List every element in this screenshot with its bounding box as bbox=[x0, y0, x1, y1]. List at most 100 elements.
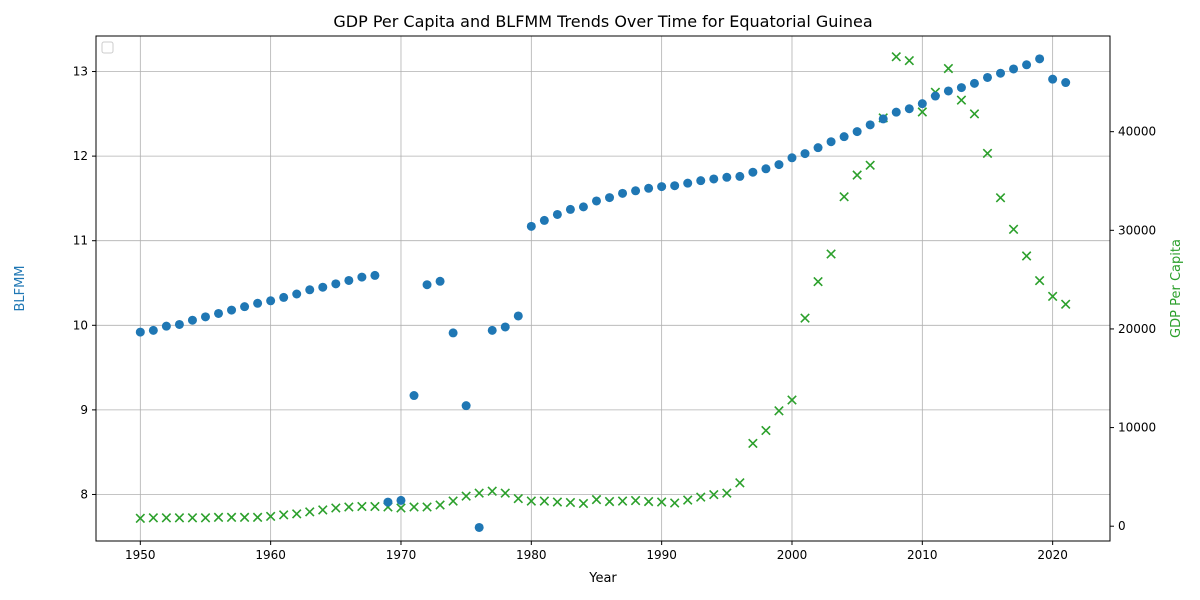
x-tick-label: 2020 bbox=[1037, 548, 1068, 562]
x-axis-label: Year bbox=[588, 571, 617, 586]
blfmm-point bbox=[305, 285, 315, 295]
gdp-point bbox=[865, 160, 875, 170]
blfmm-point bbox=[253, 298, 263, 308]
plot-area-frame bbox=[95, 35, 1111, 542]
blfmm-point bbox=[318, 282, 328, 292]
gdp-series bbox=[135, 51, 1071, 524]
blfmm-point bbox=[331, 279, 341, 289]
gdp-point bbox=[278, 510, 289, 520]
gdp-point bbox=[500, 488, 511, 498]
gdp-point bbox=[161, 513, 172, 523]
blfmm-point bbox=[891, 107, 901, 117]
gdp-point bbox=[552, 497, 563, 507]
blfmm-point bbox=[1035, 54, 1045, 64]
gdp-point bbox=[722, 488, 732, 498]
gdp-point bbox=[604, 496, 615, 507]
gdp-point bbox=[318, 505, 328, 515]
gdp-point bbox=[1034, 275, 1045, 286]
gdp-point bbox=[748, 438, 758, 449]
blfmm-point bbox=[709, 174, 719, 184]
gdp-point bbox=[1047, 291, 1058, 302]
gdp-point bbox=[591, 494, 602, 505]
grid-lines bbox=[96, 36, 1110, 541]
blfmm-point bbox=[644, 183, 654, 193]
blfmm-point bbox=[539, 215, 549, 225]
gdp-point bbox=[200, 513, 211, 523]
gdp-point bbox=[735, 478, 745, 488]
blfmm-point bbox=[435, 276, 445, 286]
gdp-point bbox=[761, 425, 771, 436]
blfmm-point bbox=[591, 196, 601, 206]
x-axis-ticks: 1950 1960 1970 1980 1990 2000 2010 2020 bbox=[125, 541, 1068, 562]
gdp-point bbox=[1008, 224, 1019, 235]
gdp-point bbox=[265, 511, 276, 522]
gdp-point bbox=[409, 502, 419, 512]
blfmm-point bbox=[683, 178, 693, 188]
blfmm-point bbox=[761, 164, 771, 174]
blfmm-point bbox=[578, 202, 588, 212]
gdp-point bbox=[148, 513, 159, 523]
blfmm-point bbox=[969, 78, 979, 88]
gdp-point bbox=[331, 503, 341, 513]
blfmm-point bbox=[565, 204, 575, 214]
blfmm-point bbox=[396, 495, 406, 505]
gdp-point bbox=[800, 313, 810, 323]
x-tick-label: 1980 bbox=[516, 548, 547, 562]
gdp-point bbox=[774, 406, 784, 416]
gdp-point bbox=[995, 192, 1006, 203]
blfmm-point bbox=[266, 296, 276, 306]
blfmm-point bbox=[917, 99, 927, 109]
gdp-point bbox=[891, 51, 902, 62]
blfmm-point bbox=[187, 315, 197, 325]
blfmm-point bbox=[670, 181, 680, 191]
blfmm-point bbox=[409, 391, 419, 401]
blfmm-point bbox=[1009, 64, 1019, 74]
gdp-point bbox=[344, 502, 354, 512]
gdp-point bbox=[630, 495, 641, 506]
blfmm-point bbox=[826, 137, 836, 147]
left-y-axis-ticks: 8 9 10 11 12 13 bbox=[73, 65, 96, 501]
gdp-point bbox=[226, 512, 237, 523]
gdp-point bbox=[578, 498, 589, 509]
gdp-point bbox=[682, 495, 693, 505]
right-y-axis-label: GDP Per Capita bbox=[1169, 239, 1184, 338]
blfmm-point bbox=[696, 176, 706, 186]
x-tick-label: 2000 bbox=[777, 548, 808, 562]
blfmm-point bbox=[943, 86, 953, 96]
blfmm-point bbox=[240, 302, 250, 312]
blfmm-point bbox=[135, 327, 145, 337]
blfmm-point bbox=[787, 153, 797, 163]
x-tick-label: 2010 bbox=[907, 548, 938, 562]
gdp-point bbox=[422, 502, 432, 512]
left-y-tick-label: 11 bbox=[73, 234, 88, 248]
gdp-point bbox=[826, 249, 836, 259]
gdp-point bbox=[813, 276, 823, 287]
x-tick-label: 1960 bbox=[255, 548, 286, 562]
blfmm-point bbox=[1061, 78, 1071, 88]
blfmm-point bbox=[618, 188, 628, 198]
blfmm-point bbox=[735, 171, 745, 181]
blfmm-point bbox=[214, 308, 224, 318]
blfmm-point bbox=[722, 172, 732, 182]
blfmm-point bbox=[448, 328, 458, 338]
left-y-tick-label: 8 bbox=[80, 487, 88, 501]
right-y-tick-label: 0 bbox=[1118, 519, 1126, 533]
blfmm-point bbox=[370, 270, 380, 280]
chart-title: GDP Per Capita and BLFMM Trends Over Tim… bbox=[333, 12, 872, 31]
blfmm-point bbox=[631, 186, 641, 196]
left-y-axis-label: BLFMM bbox=[13, 265, 28, 311]
blfmm-point bbox=[1048, 74, 1058, 84]
blfmm-point bbox=[852, 127, 862, 137]
gdp-point bbox=[787, 395, 797, 405]
blfmm-point bbox=[904, 104, 914, 114]
gdp-point bbox=[839, 192, 849, 202]
blfmm-series bbox=[135, 54, 1071, 532]
gdp-point bbox=[539, 496, 550, 506]
blfmm-point bbox=[161, 321, 171, 331]
gdp-point bbox=[239, 512, 250, 523]
right-y-tick-label: 20000 bbox=[1118, 322, 1156, 336]
gdp-point bbox=[565, 497, 576, 508]
blfmm-point bbox=[982, 72, 992, 82]
gdp-point bbox=[487, 486, 497, 496]
gdp-point bbox=[187, 513, 198, 523]
